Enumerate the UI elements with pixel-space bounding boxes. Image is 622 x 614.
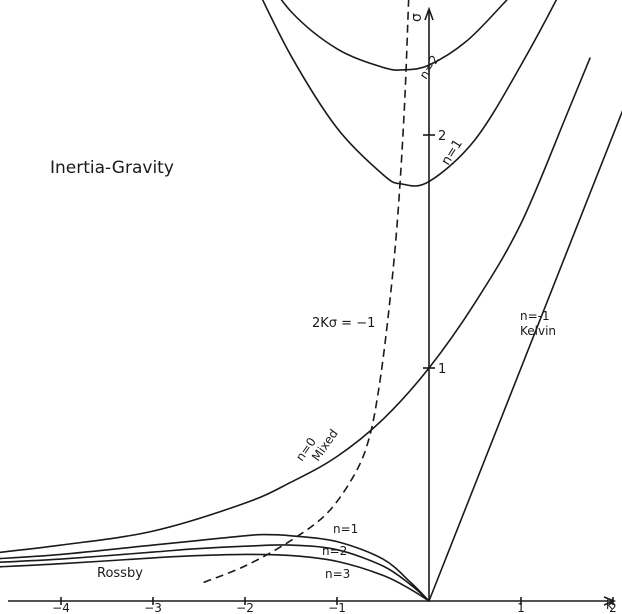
x-tick-label-0: −4 — [52, 601, 70, 614]
y-tick-label-0: 1 — [438, 362, 446, 377]
series-line-mixed-2 — [0, 57, 591, 554]
x-tick-label-1: −3 — [144, 601, 162, 614]
rossby-region-label: Rossby — [97, 566, 143, 581]
series-line-rossby-4 — [0, 533, 430, 602]
series-line-rossby-6 — [0, 553, 430, 602]
series-line-inertia-gravity-0 — [280, 0, 508, 71]
rossby-n3-curve-label: n=3 — [325, 567, 350, 581]
x-axis-arrowhead — [603, 596, 617, 606]
boundary-curve-label: 2Kσ = −1 — [312, 316, 375, 331]
series-line-kelvin-3 — [428, 110, 622, 602]
rossby-n2-curve-label: n=2 — [322, 544, 347, 558]
x-tick-label-2: −2 — [236, 601, 254, 614]
x-tick-label-3: −1 — [328, 601, 346, 614]
kelvin-curve-label: Kelvin — [520, 324, 556, 338]
axis-layer: −4 −3 −2 −1 1 2 1 2 — [8, 6, 617, 614]
kelvin-n-curve-label: n=-1 — [520, 309, 550, 323]
series-line-boundary-7 — [203, 0, 410, 584]
series-line-inertia-gravity-1 — [261, 0, 558, 187]
y-axis-label: σ — [409, 13, 425, 22]
ig-n2-curve-label: n=2 — [417, 53, 442, 82]
x-tick-label-5: 2 — [609, 601, 617, 614]
inertia-gravity-region-label: Inertia-Gravity — [50, 158, 174, 178]
y-axis-arrowhead — [424, 6, 434, 21]
series-line-rossby-5 — [0, 544, 430, 602]
x-tick-label-4: 1 — [517, 601, 525, 614]
x-axis-label: k — [606, 598, 613, 612]
rossby-n1-curve-label: n=1 — [333, 522, 358, 536]
y-tick-label-1: 2 — [438, 129, 446, 144]
